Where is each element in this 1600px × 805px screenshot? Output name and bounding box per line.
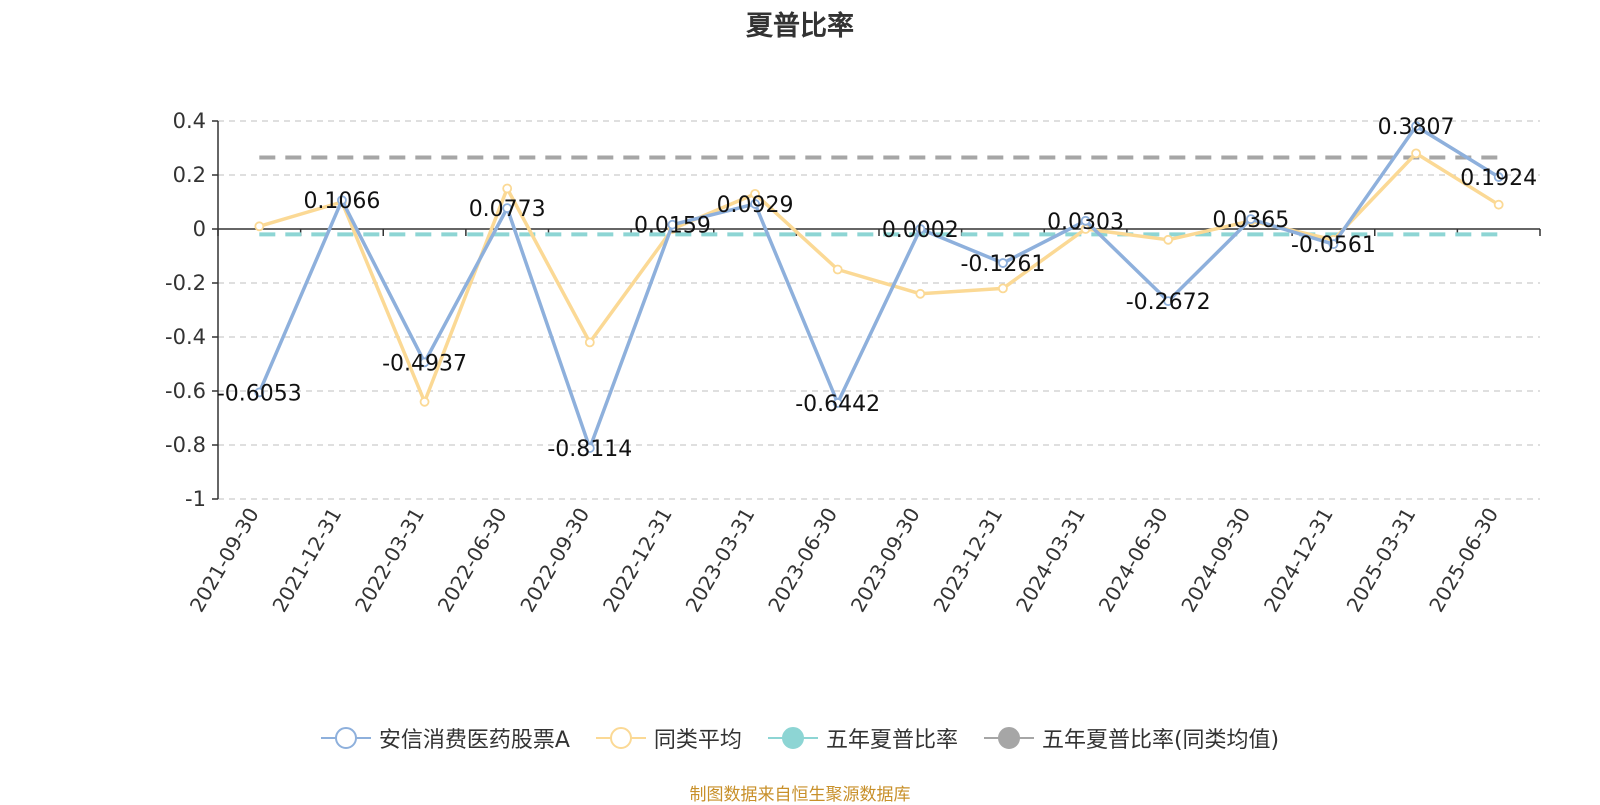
legend-item[interactable]: 五年夏普比率: [767, 722, 958, 754]
source-note: 制图数据来自恒生聚源数据库: [689, 785, 911, 805]
data-point: [502, 203, 513, 214]
data-label: -0.1261: [960, 252, 1045, 277]
data-point: [1411, 121, 1421, 132]
data-point: [502, 183, 513, 194]
data-point: [1163, 234, 1174, 245]
data-label: -0.2672: [1126, 290, 1211, 315]
x-tick-label: 2023-12-31: [928, 504, 1007, 617]
data-label: -0.8114: [547, 437, 632, 462]
grid-layer: [218, 120, 1540, 500]
x-tick-label: 2023-06-30: [763, 504, 842, 617]
data-point: [915, 288, 926, 299]
series-line-0: [257, 124, 1500, 450]
legend-label: 五年夏普比率: [825, 728, 958, 753]
data-label: 0.0303: [1047, 210, 1124, 235]
data-point: [750, 199, 760, 209]
series-layer: [254, 121, 1504, 453]
y-tick-label: 0: [193, 217, 206, 241]
x-tick-label: 2022-06-30: [433, 504, 512, 617]
data-point: [1411, 148, 1421, 159]
data-label-layer: -0.60530.1066-0.49370.0773-0.81140.01590…: [217, 115, 1537, 462]
data-point: [1328, 239, 1339, 250]
x-tick-label: 2022-12-31: [598, 504, 677, 617]
x-tick-label: 2022-09-30: [515, 504, 594, 617]
x-tick-label: 2024-09-30: [1176, 504, 1255, 617]
data-label: -0.6442: [795, 392, 880, 417]
data-label: 0.0365: [1212, 208, 1289, 233]
x-tick-label: 2023-03-31: [680, 504, 759, 617]
data-label: 0.1066: [303, 189, 380, 214]
legend-label: 安信消费医药股票A: [378, 728, 570, 753]
data-point: [832, 264, 843, 275]
x-tick-label: 2022-03-31: [350, 504, 429, 617]
data-point: [1493, 172, 1504, 182]
data-label: 0.3807: [1378, 115, 1455, 140]
data-label: -0.0561: [1291, 233, 1376, 258]
data-label: 0.1924: [1460, 166, 1537, 191]
legend-hollow-circle-icon: [595, 727, 646, 749]
legend-filled-circle-icon: [983, 727, 1034, 749]
data-point: [832, 398, 843, 408]
data-point: [254, 221, 265, 232]
x-tick-label: 2021-12-31: [267, 504, 346, 617]
legend-item[interactable]: 五年夏普比率(同类均值): [983, 722, 1280, 754]
y-tick-label: -0.8: [165, 433, 206, 457]
data-point: [254, 387, 265, 398]
x-tick-label: 2023-09-30: [846, 504, 925, 617]
data-point: [584, 337, 595, 348]
data-point: [1163, 296, 1174, 307]
x-tick-label: 2024-06-30: [1094, 504, 1173, 617]
legend-item[interactable]: 安信消费医药股票A: [320, 722, 570, 754]
data-point: [337, 195, 347, 206]
data-point: [915, 224, 926, 234]
data-point: [998, 258, 1008, 268]
x-tick-label: 2024-03-31: [1011, 504, 1090, 617]
data-label: 0.0929: [717, 193, 794, 218]
data-point: [419, 396, 430, 407]
data-label: 0.0002: [882, 218, 959, 243]
legend-hollow-circle-icon: [320, 727, 371, 749]
legend-label: 五年夏普比率(同类均值): [1041, 728, 1280, 753]
x-tick-label: 2024-12-31: [1259, 504, 1338, 617]
data-point: [584, 443, 595, 453]
data-point: [1493, 199, 1504, 210]
data-label: -0.4937: [382, 351, 467, 376]
y-tick-label: -0.4: [165, 325, 206, 349]
data-label: 0.0159: [634, 214, 711, 239]
data-point: [419, 357, 430, 368]
data-point: [1245, 214, 1256, 225]
y-tick-label: 0.4: [173, 109, 206, 133]
legend: 安信消费医药股票A 同类平均 五年夏普比率 五年夏普比率(同类均值): [0, 722, 1600, 754]
x-tick-label: 2021-09-30: [185, 504, 264, 617]
legend-filled-circle-icon: [767, 727, 818, 749]
legend-item[interactable]: 同类平均: [595, 722, 742, 754]
data-point: [750, 188, 760, 199]
y-tick-label: 0.2: [173, 163, 206, 187]
y-tick-label: -0.2: [165, 271, 206, 295]
chart-title: 夏普比率: [746, 11, 854, 42]
data-point: [667, 219, 678, 230]
y-tick-label: -1: [185, 487, 206, 511]
y-tick-label: -0.6: [165, 379, 206, 403]
data-point: [998, 283, 1008, 294]
data-point: [1080, 215, 1091, 226]
x-tick-label: 2025-06-30: [1424, 504, 1503, 617]
data-label: 0.0773: [469, 197, 546, 222]
data-label: -0.6053: [217, 381, 302, 406]
x-tick-label: 2025-03-31: [1341, 504, 1420, 617]
legend-label: 同类平均: [653, 728, 742, 753]
